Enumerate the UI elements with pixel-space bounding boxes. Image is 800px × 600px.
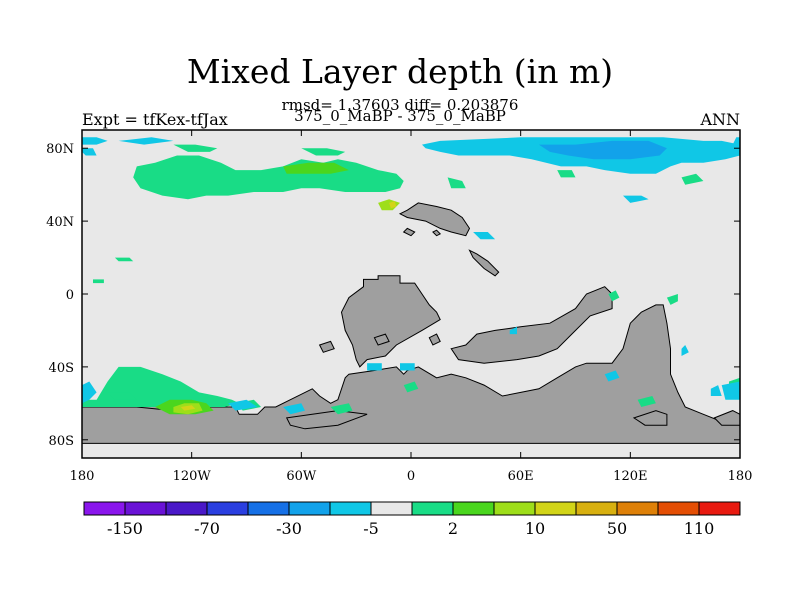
map-regions bbox=[82, 137, 740, 444]
y-tick-label: 40N bbox=[46, 215, 74, 230]
land-region bbox=[713, 410, 740, 426]
colorbar-label: 10 bbox=[525, 519, 545, 538]
diff-region bbox=[681, 173, 704, 185]
x-tick-label: 120W bbox=[173, 469, 212, 484]
land-region bbox=[373, 333, 390, 346]
colorbar-swatch bbox=[657, 501, 700, 516]
diff-region bbox=[608, 290, 620, 302]
land-region bbox=[318, 340, 335, 353]
experiment-label: Expt = tfKex-tfJax bbox=[82, 110, 228, 129]
diff-region bbox=[283, 403, 305, 415]
diff-region bbox=[710, 385, 722, 396]
diff-region bbox=[732, 137, 740, 145]
colorbar-swatch bbox=[247, 501, 290, 516]
colorbar-swatch bbox=[411, 501, 454, 516]
chart-subtitle: 375_0_MaBP - 375_0_MaBP bbox=[294, 107, 506, 125]
colorbar-swatch bbox=[575, 501, 618, 516]
stats-line: rmsd= 1.37603 diff= 0.203876 bbox=[281, 96, 519, 114]
colorbar-label: -30 bbox=[276, 519, 302, 538]
colorbar-label: -70 bbox=[194, 519, 220, 538]
diff-region bbox=[604, 370, 620, 382]
colorbar-label: 110 bbox=[684, 519, 715, 538]
diff-region bbox=[118, 137, 174, 145]
x-tick-label: 180 bbox=[70, 469, 95, 484]
diff-region bbox=[283, 162, 349, 174]
diff-region bbox=[228, 399, 258, 411]
colorbar-label: 2 bbox=[448, 519, 458, 538]
diff-region bbox=[82, 137, 108, 145]
land-region bbox=[402, 227, 416, 237]
diff-region bbox=[367, 363, 382, 371]
colorbar-label: -5 bbox=[363, 519, 379, 538]
diff-region bbox=[301, 148, 346, 156]
colorbar-swatch bbox=[493, 501, 536, 516]
land-region bbox=[82, 304, 740, 444]
y-tick-label: 80N bbox=[46, 142, 74, 157]
colorbar-swatch bbox=[698, 501, 741, 516]
diff-region bbox=[82, 148, 97, 156]
map-axes: 180 120W 60W 0 60E 120E 180 80N 40N 0 40S 80S bbox=[46, 130, 752, 484]
diff-region bbox=[107, 392, 137, 400]
diff-region bbox=[389, 201, 397, 209]
land-region bbox=[632, 410, 668, 426]
diff-region bbox=[721, 381, 740, 400]
chart-title: Mixed Layer depth (in m) bbox=[186, 52, 614, 91]
diff-region bbox=[447, 177, 466, 189]
x-tick-label: 0 bbox=[407, 469, 415, 484]
colorbar-swatch bbox=[83, 501, 126, 516]
colorbar-label: -150 bbox=[107, 519, 143, 538]
diff-region bbox=[623, 195, 649, 203]
diff-region bbox=[173, 144, 218, 152]
x-tick-label: 180 bbox=[728, 469, 753, 484]
diff-region bbox=[180, 405, 196, 411]
colorbar: -150 -70 -30 -5 2 10 50 110 bbox=[83, 501, 741, 538]
colorbar-swatch bbox=[124, 501, 167, 516]
colorbar-swatch bbox=[206, 501, 249, 516]
diff-region bbox=[93, 279, 104, 284]
land-region bbox=[432, 229, 442, 237]
y-tick-label: 0 bbox=[66, 288, 74, 303]
diff-region bbox=[666, 294, 678, 305]
y-tick-label: 40S bbox=[49, 361, 74, 376]
x-tick-label: 60W bbox=[286, 469, 317, 484]
diff-region bbox=[681, 345, 689, 356]
diff-region bbox=[114, 257, 134, 262]
diff-region bbox=[400, 363, 415, 371]
x-tick-label: 60E bbox=[508, 469, 534, 484]
colorbar-swatch bbox=[329, 501, 372, 516]
land-region bbox=[340, 275, 441, 368]
land-region bbox=[468, 249, 500, 277]
y-tick-label: 80S bbox=[49, 434, 74, 449]
colorbar-swatch bbox=[165, 501, 208, 516]
colorbar-swatch bbox=[370, 501, 413, 516]
diff-region bbox=[403, 381, 419, 393]
land-region bbox=[428, 333, 441, 346]
colorbar-label: 50 bbox=[607, 519, 627, 538]
season-label: ANN bbox=[700, 110, 740, 129]
colorbar-swatch bbox=[452, 501, 495, 516]
diff-region bbox=[509, 326, 517, 335]
diff-region bbox=[82, 381, 97, 404]
colorbar-swatch bbox=[616, 501, 659, 516]
x-tick-label: 120E bbox=[613, 469, 647, 484]
colorbar-swatch bbox=[288, 501, 331, 516]
diff-region bbox=[637, 396, 656, 407]
land-region bbox=[398, 202, 471, 237]
colorbar-swatch bbox=[534, 501, 577, 516]
diff-region bbox=[538, 140, 667, 160]
land-region bbox=[285, 410, 368, 430]
diff-region bbox=[557, 170, 576, 178]
diff-region bbox=[330, 403, 353, 415]
diff-region bbox=[473, 232, 496, 240]
